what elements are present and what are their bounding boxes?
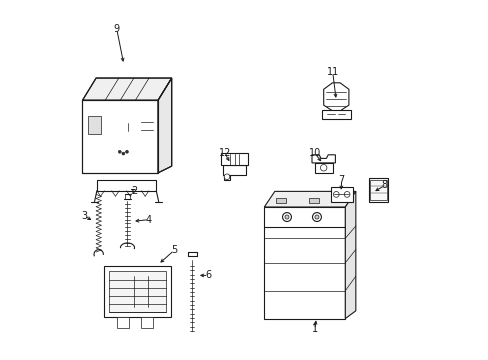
Circle shape	[333, 192, 339, 197]
Polygon shape	[323, 83, 348, 111]
Bar	[368, 178, 387, 202]
Bar	[330, 187, 352, 202]
Bar	[308, 198, 318, 203]
Circle shape	[125, 150, 128, 153]
Text: 7: 7	[338, 175, 344, 185]
Circle shape	[314, 215, 318, 219]
Circle shape	[282, 213, 291, 221]
Circle shape	[224, 174, 229, 180]
Polygon shape	[311, 155, 335, 163]
Text: 12: 12	[218, 148, 230, 158]
Circle shape	[118, 150, 121, 153]
Polygon shape	[345, 192, 355, 319]
Polygon shape	[223, 165, 246, 175]
Text: 4: 4	[146, 215, 152, 225]
Bar	[276, 198, 285, 203]
Polygon shape	[82, 100, 158, 173]
Text: 5: 5	[171, 245, 177, 255]
Text: 8: 8	[381, 180, 387, 190]
Polygon shape	[221, 153, 248, 165]
Bar	[369, 180, 386, 200]
Text: 6: 6	[205, 270, 211, 280]
Bar	[141, 317, 152, 328]
Polygon shape	[264, 207, 345, 319]
Text: 2: 2	[131, 186, 138, 196]
Bar	[88, 116, 101, 135]
Polygon shape	[82, 78, 171, 100]
Text: 11: 11	[326, 67, 338, 77]
Circle shape	[285, 215, 288, 219]
Text: 9: 9	[113, 24, 120, 34]
Circle shape	[320, 165, 326, 171]
Polygon shape	[264, 192, 355, 207]
Circle shape	[344, 192, 349, 197]
Bar	[97, 180, 156, 191]
Bar	[109, 271, 165, 312]
Polygon shape	[321, 110, 350, 119]
Polygon shape	[158, 78, 171, 173]
Text: 10: 10	[308, 148, 320, 158]
Text: 1: 1	[311, 324, 317, 334]
Circle shape	[312, 213, 321, 221]
Polygon shape	[104, 266, 170, 317]
Bar	[314, 163, 332, 173]
Bar	[117, 317, 129, 328]
Circle shape	[122, 152, 124, 155]
Polygon shape	[224, 175, 229, 180]
Text: 3: 3	[81, 211, 87, 221]
